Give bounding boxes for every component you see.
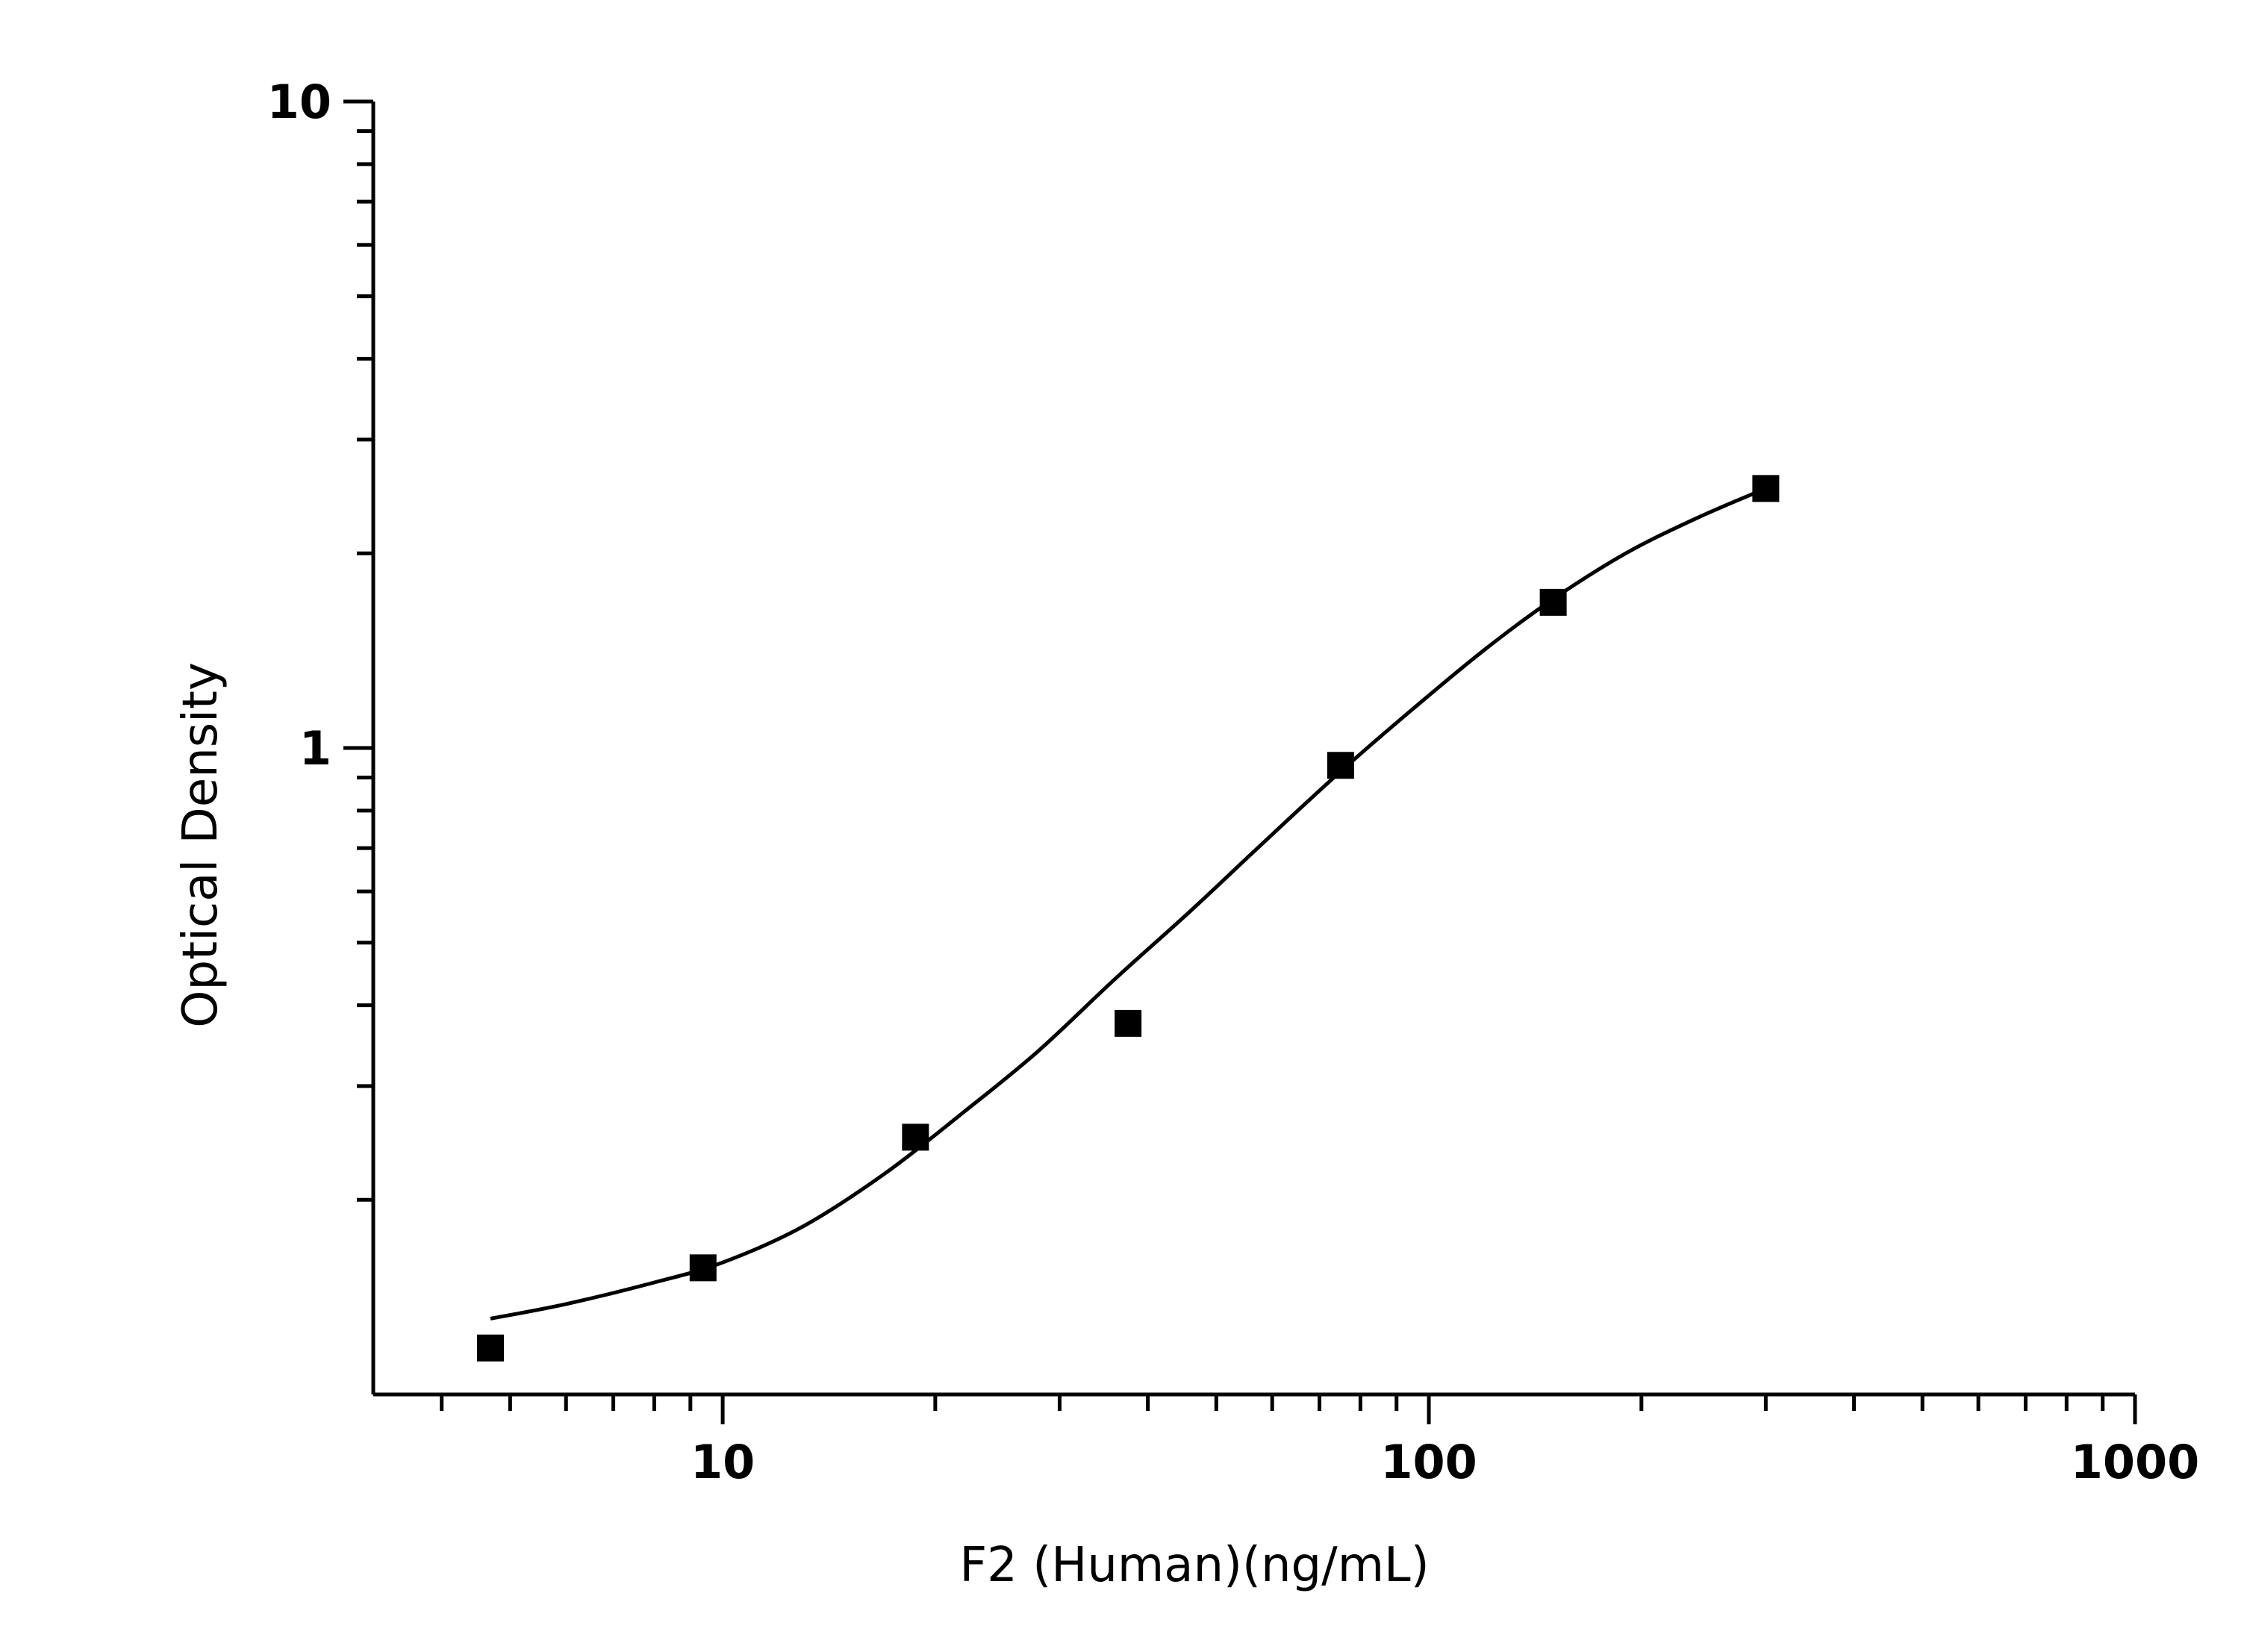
data-point: [477, 1334, 505, 1362]
y-tick-label: 10: [267, 75, 331, 129]
y-axis-title: Optical Density: [173, 662, 228, 1028]
x-axis-title: F2 (Human)(ng/mL): [959, 1538, 1429, 1593]
x-tick-label: 1000: [2071, 1435, 2200, 1489]
tick-labels: 10 100 1000 1 10: [267, 75, 2200, 1489]
data-point: [1539, 588, 1567, 616]
data-point: [1327, 752, 1354, 779]
data-point: [1752, 475, 1780, 502]
minor-ticks: [357, 129, 2105, 1411]
x-tick-label: 100: [1380, 1435, 1477, 1489]
y-tick-label: 1: [299, 721, 331, 776]
data-point: [902, 1123, 929, 1151]
fit-curve: [490, 487, 1767, 1321]
data-point: [1115, 1009, 1142, 1037]
data-points: [477, 475, 1780, 1362]
major-ticks: [343, 99, 2137, 1424]
data-point: [689, 1254, 717, 1282]
x-tick-label: 10: [691, 1435, 755, 1489]
